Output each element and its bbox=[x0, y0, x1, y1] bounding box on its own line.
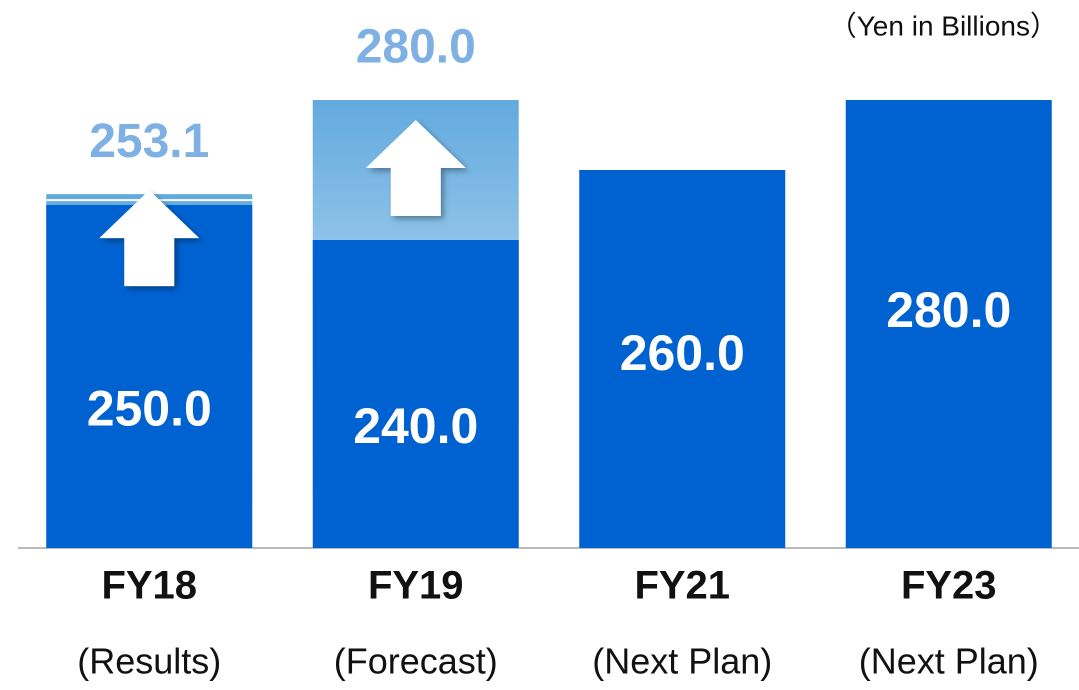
x-sub-label: (Next Plan) bbox=[592, 641, 772, 682]
bar bbox=[845, 100, 1052, 548]
x-sub-label: (Next Plan) bbox=[859, 641, 1039, 682]
x-tick-label: FY18 bbox=[101, 564, 197, 608]
value-label: 240.0 bbox=[353, 398, 478, 454]
value-label: 280.0 bbox=[886, 282, 1011, 338]
value-label: 250.0 bbox=[87, 381, 212, 437]
target-label: 253.1 bbox=[89, 115, 209, 168]
x-tick-label: FY21 bbox=[634, 564, 730, 608]
arrow bbox=[365, 120, 466, 216]
bar bbox=[312, 240, 519, 548]
x-tick-label: FY23 bbox=[901, 564, 997, 608]
x-tick-label: FY19 bbox=[368, 564, 464, 608]
x-sub-label: (Forecast) bbox=[334, 641, 498, 682]
value-label: 260.0 bbox=[620, 325, 745, 381]
arrow bbox=[99, 190, 200, 287]
bar bbox=[579, 170, 786, 548]
unit-label: （Yen in Billions） bbox=[829, 10, 1058, 41]
x-sub-label: (Results) bbox=[77, 641, 221, 682]
target-label: 280.0 bbox=[356, 21, 476, 74]
